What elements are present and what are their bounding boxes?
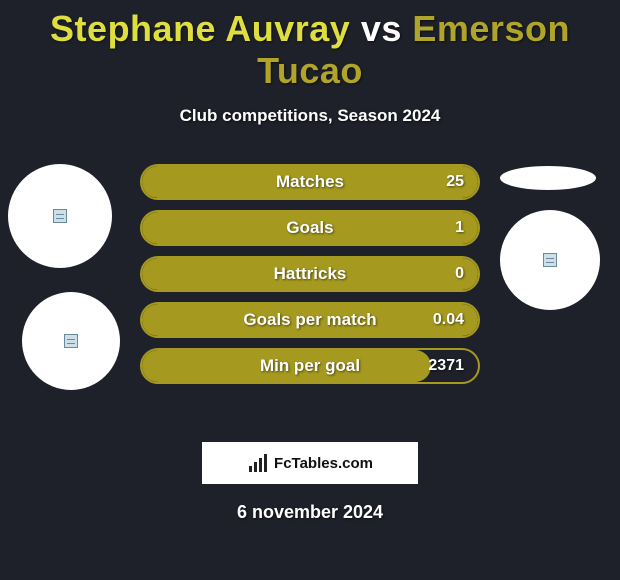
stat-label: Goals [142,218,478,238]
stat-value: 2371 [428,357,464,375]
avatar-left-2 [22,292,120,390]
stat-row: Min per goal2371 [140,348,480,384]
date-label: 6 november 2024 [0,502,620,523]
avatars-right-group [500,164,620,310]
stat-label: Hattricks [142,264,478,284]
bar-chart-icon [247,454,269,472]
attribution-text: FcTables.com [274,455,373,472]
stat-row: Goals1 [140,210,480,246]
avatar-right-1 [500,166,596,190]
player1-name: Stephane Auvray [50,8,350,49]
stat-value: 0 [455,265,464,283]
attribution-badge: FcTables.com [202,442,418,484]
subtitle: Club competitions, Season 2024 [0,106,620,126]
avatar-left-1 [8,164,112,268]
stat-row: Hattricks0 [140,256,480,292]
stat-bars: Matches25 Goals1 Hattricks0 Goals per match… [140,164,480,394]
vs-separator: vs [361,8,402,49]
image-placeholder-icon [64,334,78,348]
avatar-right-2 [500,210,600,310]
comparison-title: Stephane Auvray vs Emerson Tucao [0,0,620,92]
comparison-content: Matches25 Goals1 Hattricks0 Goals per match… [0,164,620,424]
image-placeholder-icon [543,253,557,267]
stat-label: Goals per match [142,310,478,330]
stat-row: Goals per match0.04 [140,302,480,338]
stat-value: 25 [446,173,464,191]
stat-value: 1 [455,219,464,237]
stat-label: Matches [142,172,478,192]
image-placeholder-icon [53,209,67,223]
stat-row: Matches25 [140,164,480,200]
stat-value: 0.04 [433,311,464,329]
avatars-left-group [0,164,120,390]
